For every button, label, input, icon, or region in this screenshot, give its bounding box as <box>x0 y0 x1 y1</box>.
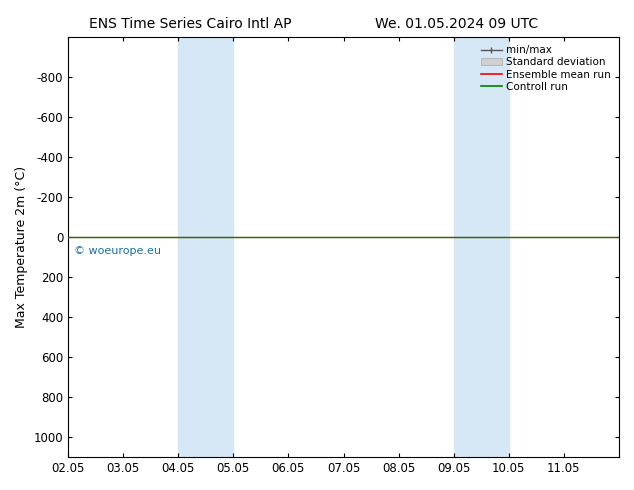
Bar <box>481 37 509 457</box>
Legend: min/max, Standard deviation, Ensemble mean run, Controll run: min/max, Standard deviation, Ensemble me… <box>478 42 614 95</box>
Text: We. 01.05.2024 09 UTC: We. 01.05.2024 09 UTC <box>375 17 538 31</box>
Y-axis label: Max Temperature 2m (°C): Max Temperature 2m (°C) <box>15 166 28 328</box>
Bar <box>454 37 481 457</box>
Bar <box>206 37 233 457</box>
Text: © woeurope.eu: © woeurope.eu <box>74 246 160 256</box>
Bar <box>178 37 206 457</box>
Text: ENS Time Series Cairo Intl AP: ENS Time Series Cairo Intl AP <box>89 17 292 31</box>
